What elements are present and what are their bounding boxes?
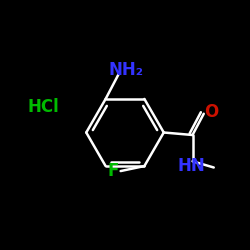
Text: O: O bbox=[204, 103, 218, 121]
Text: HCl: HCl bbox=[28, 98, 60, 116]
Text: NH₂: NH₂ bbox=[109, 61, 144, 79]
Text: F: F bbox=[108, 162, 119, 180]
Text: HN: HN bbox=[178, 157, 205, 175]
